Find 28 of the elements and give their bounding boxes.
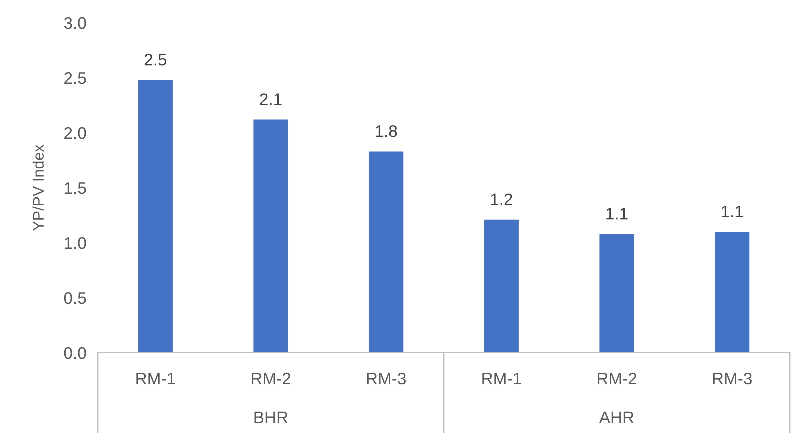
- bar: [369, 152, 404, 353]
- x-tick-label: RM-2: [598, 372, 637, 385]
- y-tick-label: 2.5: [64, 72, 86, 84]
- y-tick-label: 2.0: [64, 127, 86, 140]
- x-tick-label: RM-1: [136, 373, 176, 385]
- y-tick-label: 1.0: [64, 237, 86, 250]
- bar: [715, 232, 750, 353]
- x-tick-label: RM-1: [482, 373, 522, 385]
- data-label: 1.1: [606, 208, 628, 220]
- x-tick-label: RM-3: [367, 372, 406, 385]
- data-label: 2.1: [260, 94, 282, 106]
- y-tick-label: 3.0: [64, 17, 86, 30]
- bar: [138, 80, 173, 353]
- data-label: 1.1: [722, 206, 744, 218]
- data-label: 2.5: [144, 54, 167, 66]
- x-tick-label: RM-3: [713, 372, 752, 385]
- y-tick-label: 1.5: [64, 182, 86, 194]
- bar: [254, 120, 288, 353]
- y-axis-title: YP/PV Index: [32, 144, 44, 231]
- text: BHR: [254, 412, 288, 424]
- data-label: 1.8: [376, 125, 398, 138]
- data-label: 1.2: [491, 194, 512, 206]
- y-tick-label: 0.5: [64, 292, 86, 304]
- y-tick-label: 0.0: [64, 347, 86, 360]
- bar: [600, 234, 634, 353]
- bar: [484, 220, 519, 353]
- text: AHR: [599, 412, 634, 424]
- x-tick-label: RM-2: [252, 372, 291, 385]
